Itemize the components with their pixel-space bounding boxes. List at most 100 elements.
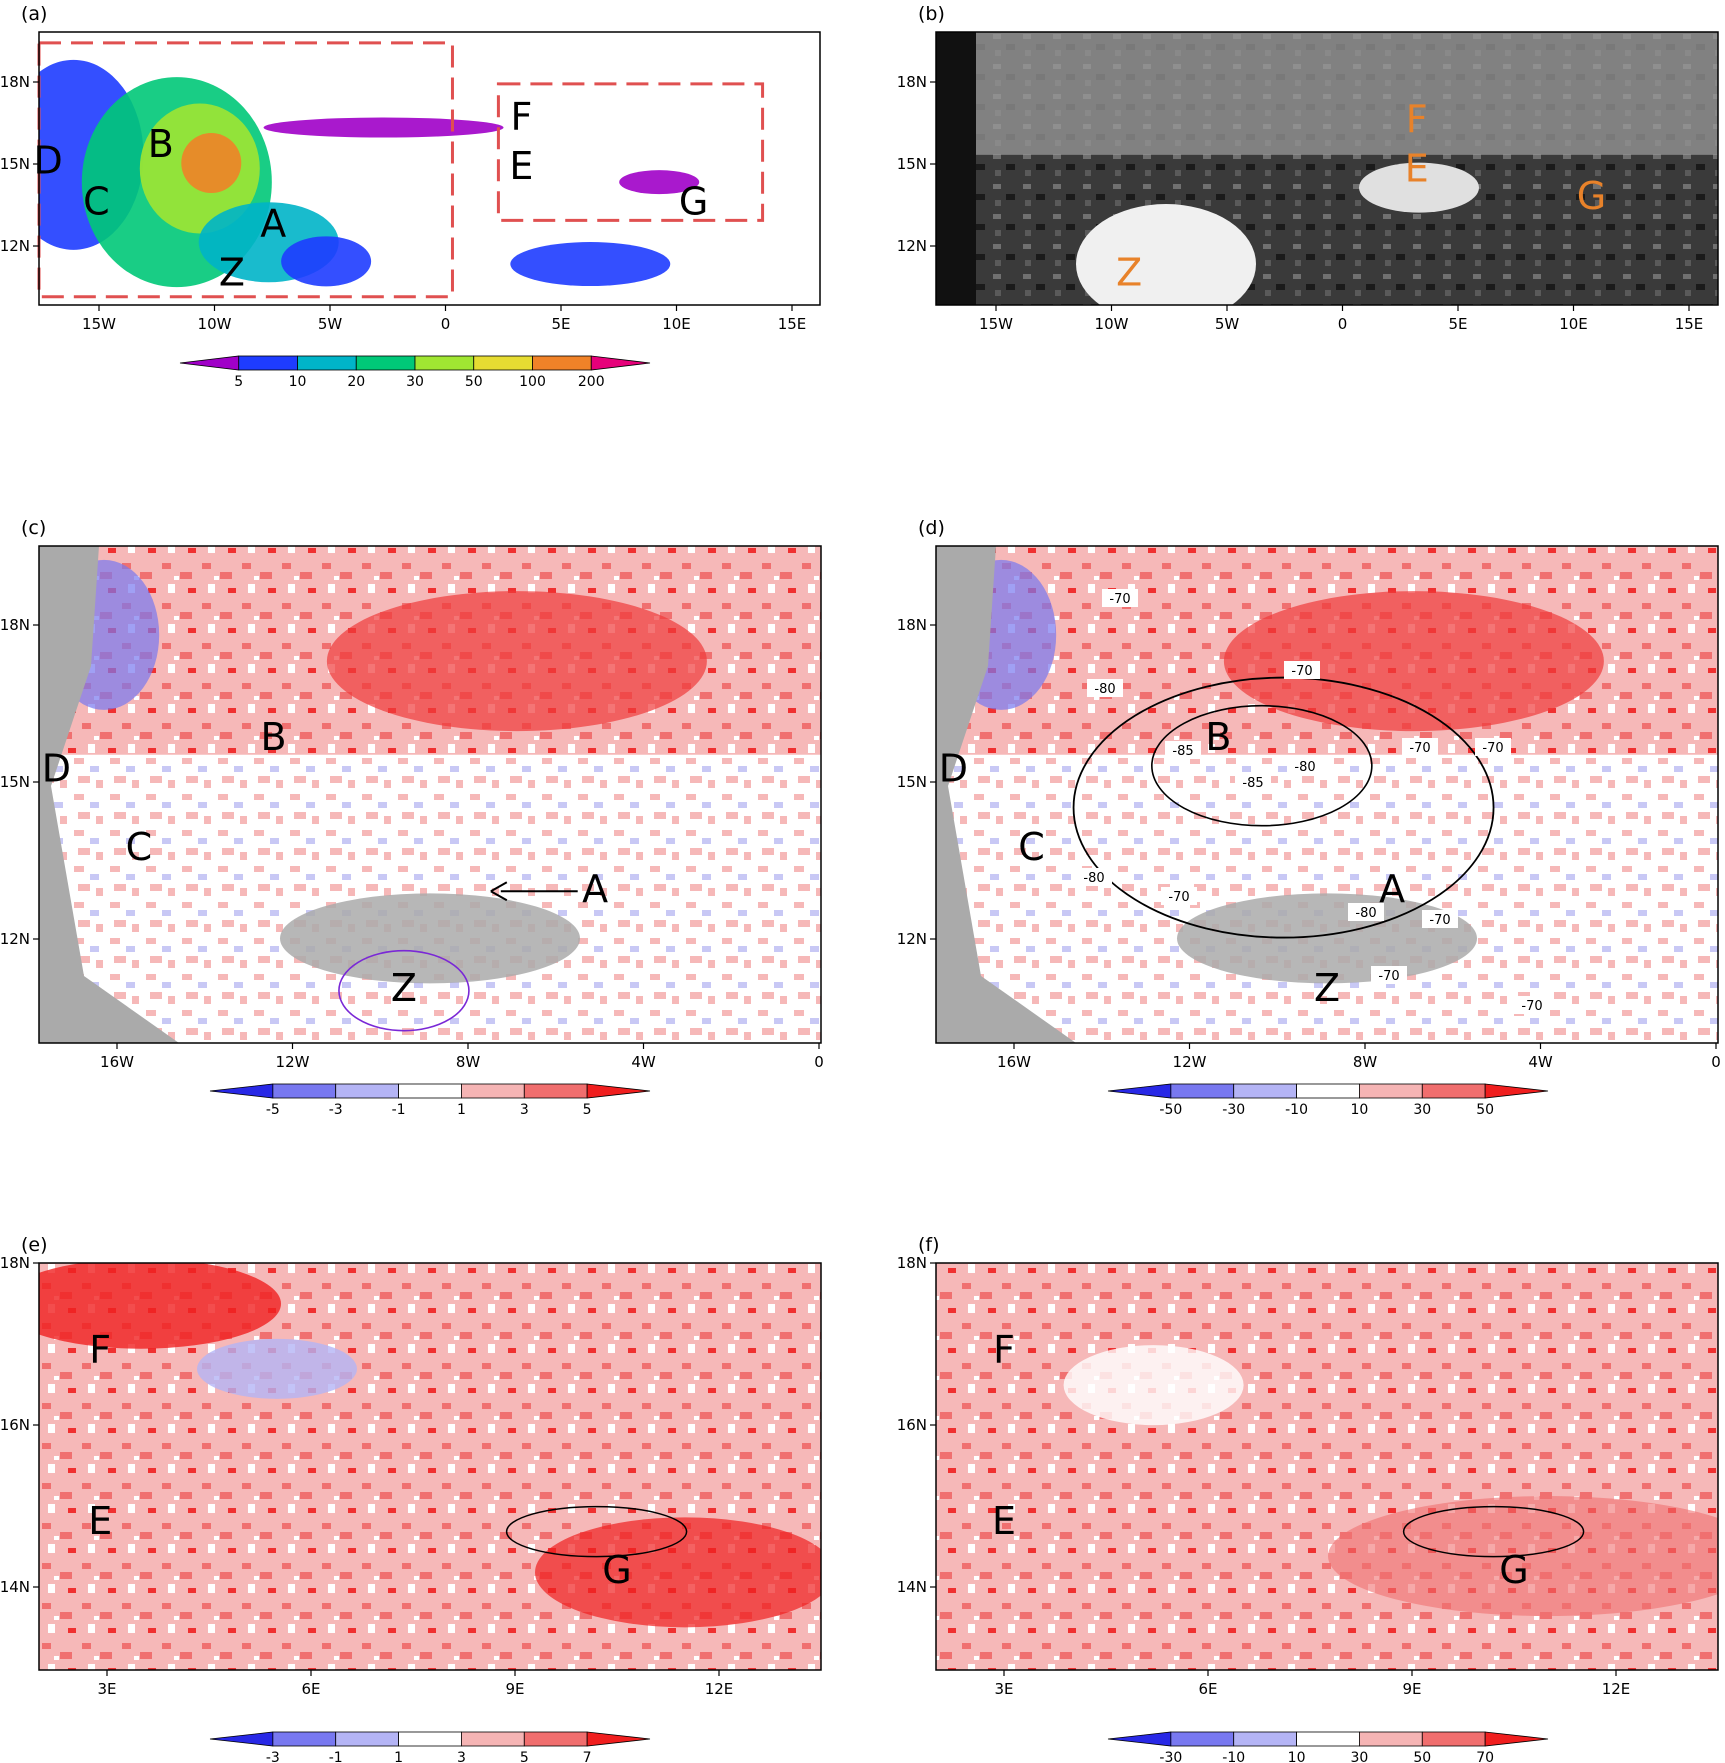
contour-label-bg xyxy=(1402,738,1438,756)
x-tick-label: 10E xyxy=(1559,315,1588,333)
colorbar-segment xyxy=(1296,1731,1360,1747)
y-tick-label: 12N xyxy=(897,237,927,255)
missing-area xyxy=(280,893,580,984)
colorbar-end-left xyxy=(1107,1083,1172,1099)
region-label-f: F xyxy=(89,1328,111,1372)
rain-area xyxy=(181,133,242,194)
region-label-c: C xyxy=(126,825,153,869)
colorbar-segment xyxy=(473,355,533,371)
x-tick-label: 10E xyxy=(662,315,691,333)
x-tick-label: 12E xyxy=(1602,1680,1631,1698)
x-tick-label: 12W xyxy=(276,1053,310,1071)
contour xyxy=(1072,676,1495,939)
map-field xyxy=(936,32,1718,305)
colorbar-tick-label: -30 xyxy=(1222,1102,1245,1118)
colorbar-segment xyxy=(272,1731,337,1747)
colorbar-segment xyxy=(272,1083,337,1099)
colorbar-segment xyxy=(297,355,357,371)
contour-label-bg xyxy=(1235,773,1271,791)
map-frame xyxy=(935,1262,1719,1671)
region-label-e: E xyxy=(992,1499,1016,1543)
y-tick-label: 18N xyxy=(897,73,927,91)
ocean-mask xyxy=(936,546,1076,1043)
colorbar-segment xyxy=(335,1731,399,1747)
map-frame xyxy=(38,545,822,1044)
colorbar-tick-label: 5 xyxy=(520,1750,529,1763)
contour-label-bg xyxy=(1514,996,1550,1014)
x-tick-label: 8W xyxy=(456,1053,481,1071)
region-label-a: A xyxy=(260,201,286,245)
y-tick-label: 18N xyxy=(897,1254,927,1272)
x-tick-label: 0 xyxy=(1711,1053,1721,1071)
colorbar-segment xyxy=(335,1083,399,1099)
colorbar-tick-label: 10 xyxy=(1288,1750,1306,1763)
region-label-e: E xyxy=(88,1499,112,1543)
contour-label-bg xyxy=(1422,910,1458,928)
contour-label-bg xyxy=(1076,868,1112,886)
x-tick-label: 4W xyxy=(1528,1053,1553,1071)
contour-label-bg xyxy=(1087,679,1123,697)
region-label-z: Z xyxy=(1314,966,1340,1010)
contour-label: -70 xyxy=(1109,592,1130,607)
colorbar-segment xyxy=(238,355,298,371)
contour-label-bg xyxy=(1284,661,1320,679)
y-tick-label: 15N xyxy=(897,155,927,173)
colorbar-tick-label: 30 xyxy=(1413,1102,1431,1118)
colorbar-end-right xyxy=(1484,1731,1549,1747)
panel-tag: (b) xyxy=(918,3,945,25)
colorbar-segment xyxy=(1233,1731,1297,1747)
colorbar-segment xyxy=(523,1083,588,1099)
map-field xyxy=(39,546,821,1043)
colorbar-tick-label: 1 xyxy=(457,1102,466,1118)
colorbar-end-right xyxy=(586,1731,651,1747)
colorbar-segment xyxy=(1421,1083,1486,1099)
x-tick-label: 3E xyxy=(994,1680,1013,1698)
dashed-box xyxy=(37,41,454,299)
panel-b: (b) FE G Z 15W 10W 5W 0 5E 10E 15E 18N 15N 12N xyxy=(897,3,1719,333)
colorbar-tick-label: 70 xyxy=(1476,1750,1494,1763)
contour-label: -80 xyxy=(1094,682,1115,697)
contour-label-bg xyxy=(1371,966,1407,984)
panel-tag: (c) xyxy=(21,517,46,539)
colorbar-end-right xyxy=(590,355,651,371)
contour-label: -70 xyxy=(1291,664,1312,679)
colorbar-tick-label: 5 xyxy=(583,1102,592,1118)
colorbar-segment xyxy=(523,1731,588,1747)
panel-f: (f) F E G 3E 6E 9E 12E 18N 16N 14N -30 -10 10 30 50 70 xyxy=(897,1234,1719,1763)
colorbar-tick-label: 3 xyxy=(520,1102,529,1118)
region-label-d: D xyxy=(34,139,63,183)
colorbar-end-right xyxy=(1484,1083,1549,1099)
x-tick-label: 5E xyxy=(551,315,570,333)
colorbar-tick-label: -3 xyxy=(329,1102,343,1118)
panel-tag: (e) xyxy=(21,1234,48,1256)
colorbar-tick-label: -30 xyxy=(1159,1750,1182,1763)
x-tick-label: 0 xyxy=(814,1053,824,1071)
warming-area xyxy=(326,591,707,732)
x-tick-label: 5W xyxy=(318,315,343,333)
region-label-b: B xyxy=(1205,715,1231,759)
colorbar-segment xyxy=(398,1731,462,1747)
y-tick-label: 18N xyxy=(0,73,30,91)
region-label-d: D xyxy=(939,746,968,790)
cloud-area xyxy=(1076,204,1256,305)
panel-e: (e) F E G 3E 6E 9E 12E 18N 16N 14N -3 -1 1 3 5 7 xyxy=(0,1234,822,1763)
colorbar-tick-label: -10 xyxy=(1285,1102,1308,1118)
y-tick-label: 15N xyxy=(897,773,927,791)
colorbar-tick-label: 10 xyxy=(1351,1102,1369,1118)
contour xyxy=(1151,704,1373,827)
colorbar-segment xyxy=(461,1083,525,1099)
x-tick-label: 3E xyxy=(97,1680,116,1698)
region-label-d: D xyxy=(42,746,71,790)
map-frame xyxy=(38,31,821,306)
colorbar-tick-label: 50 xyxy=(465,374,483,390)
y-tick-label: 18N xyxy=(897,616,927,634)
region-label-g: G xyxy=(1577,174,1606,218)
colorbar-segment xyxy=(532,355,592,371)
x-tick-label: 0 xyxy=(1338,315,1348,333)
map-field xyxy=(39,1263,821,1670)
colorbar-tick-label: 1 xyxy=(394,1750,403,1763)
colorbar-segment xyxy=(1359,1731,1423,1747)
map-field xyxy=(39,32,820,305)
contour-label: -70 xyxy=(1168,890,1189,905)
